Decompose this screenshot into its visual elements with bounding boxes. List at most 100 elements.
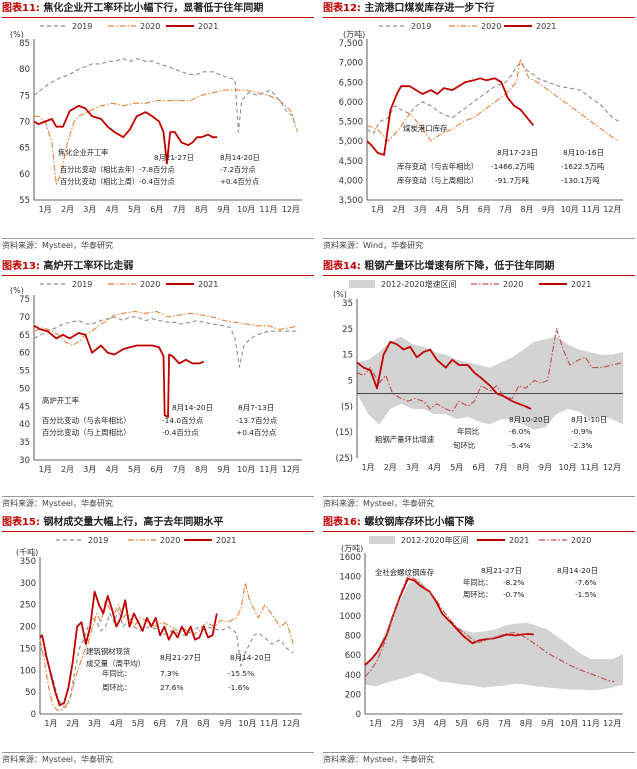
y-tick-label: 7,000 xyxy=(339,59,363,69)
annotation-period: 8月14-20日 xyxy=(220,153,260,162)
x-tick-label: 11月 xyxy=(581,463,599,472)
x-tick-label: 8月 xyxy=(197,719,210,728)
legend-label: 2021 xyxy=(509,536,529,545)
x-tick-label: 2月 xyxy=(66,719,79,728)
figure-label: 图表13: xyxy=(2,261,40,272)
annotation-val: -6.0% xyxy=(509,427,530,436)
source-note: 资料来源：Mysteel，华泰研究 xyxy=(2,499,114,508)
figure-label: 图表12: xyxy=(323,3,361,14)
x-tick-label: 4月 xyxy=(434,719,447,728)
annotation-val: -0.4百分点 xyxy=(162,428,199,437)
series-line-2020 xyxy=(356,328,624,413)
annotation-label: 全社会螺纹钢库存 xyxy=(375,568,435,577)
y-unit-label: (万吨) xyxy=(343,29,365,39)
title-rule xyxy=(2,17,314,18)
figure-label: 图表14: xyxy=(323,261,361,272)
annotation-label: 高炉开工率 xyxy=(42,396,80,405)
x-tick-label: 1月 xyxy=(369,719,382,728)
title-rule xyxy=(323,531,635,532)
y-tick-label: 0 xyxy=(356,710,361,720)
y-tick-label: 200 xyxy=(345,690,361,700)
annotation-val: -1622.5万吨 xyxy=(561,162,605,171)
annotation-row: 旬环比 xyxy=(453,441,475,450)
y-tick-label: (25) xyxy=(336,454,353,464)
x-tick-label: 8月 xyxy=(520,719,533,728)
annotation-val: -8.2% xyxy=(503,578,524,587)
x-tick-label: 5月 xyxy=(128,205,141,214)
x-tick-label: 4月 xyxy=(106,205,119,214)
x-tick-label: 4月 xyxy=(435,205,448,214)
x-tick-label: 8月 xyxy=(195,205,208,214)
annotation-val: -2.3% xyxy=(571,441,592,450)
legend-label: 2012-2020年区间 xyxy=(401,535,469,545)
x-tick-label: 1月 xyxy=(44,719,57,728)
source-rule xyxy=(323,496,635,497)
legend-label: 2020 xyxy=(160,536,180,545)
figure-label: 图表15: xyxy=(2,517,40,528)
x-tick-label: 5月 xyxy=(132,719,145,728)
annotation-period: 8月14-20日 xyxy=(230,653,271,662)
title-rule xyxy=(323,17,635,18)
x-tick-label: 3月 xyxy=(83,205,96,214)
x-tick-label: 3月 xyxy=(88,719,101,728)
y-unit-label: (%) xyxy=(333,290,347,299)
annotation-period: 8月21-27日 xyxy=(481,566,522,575)
figure-label: 图表16: xyxy=(323,517,361,528)
x-tick-label: 11月 xyxy=(582,205,600,214)
source-note: 资料来源：Mysteel，华泰研究 xyxy=(323,755,435,764)
annotation-label: 成交量（周平均） xyxy=(86,659,145,668)
y-tick-label: 80 xyxy=(19,65,30,75)
legend-label: 2019 xyxy=(72,22,92,31)
annotation-val: 27.6% xyxy=(160,683,183,692)
y-unit-label: (%) xyxy=(10,30,24,39)
annotation-row: 库存变动（与去年相比） xyxy=(397,162,478,171)
source-note: 资料来源：Mysteel，华泰研究 xyxy=(2,241,114,250)
x-tick-label: 10月 xyxy=(237,465,255,474)
legend-label: 2021 xyxy=(198,22,218,31)
y-tick-label: 75 xyxy=(19,91,30,101)
source-rule xyxy=(323,238,635,239)
x-tick-label: 7月 xyxy=(175,719,188,728)
y-tick-label: 3,500 xyxy=(339,196,363,206)
y-tick-label: 0 xyxy=(31,710,36,720)
annotation-val: 7.3% xyxy=(160,669,179,678)
x-tick-label: 11月 xyxy=(260,719,278,728)
legend-label: 2021 xyxy=(216,536,236,545)
x-tick-label: 10月 xyxy=(238,719,256,728)
x-tick-label: 12月 xyxy=(282,465,300,474)
annotation-label: 焦化企业开工率 xyxy=(58,148,108,157)
x-tick-label: 12月 xyxy=(282,719,300,728)
legend-swatch xyxy=(349,280,375,288)
title-rule xyxy=(2,275,314,276)
source-rule xyxy=(2,496,314,497)
x-tick-label: 4月 xyxy=(106,465,119,474)
annotation-val: -1.6% xyxy=(228,683,249,692)
x-tick-label: 3月 xyxy=(414,205,427,214)
y-tick-label: 200 xyxy=(20,623,36,633)
x-tick-label: 12月 xyxy=(603,719,621,728)
figure-title: 焦化企业开工率环比小幅下行，显著低于往年同期 xyxy=(43,3,264,14)
source-note: 资料来源：Mysteel，华泰研究 xyxy=(323,499,435,508)
series-line-2020 xyxy=(34,89,299,185)
annotation-label: 粗钢产量环比增速 xyxy=(375,435,435,444)
x-tick-label: 7月 xyxy=(499,205,512,214)
y-tick-label: 1400 xyxy=(339,573,361,583)
panel-14: 图表14: 粗钢产量环比增速有所下降，低于往年同期 (%) (25) (15) (5)… xyxy=(323,258,635,513)
legend-label: 2020 xyxy=(481,22,501,31)
x-tick-label: 2月 xyxy=(384,463,397,472)
x-tick-label: 10月 xyxy=(237,205,255,214)
legend-label: 2020 xyxy=(140,280,160,289)
x-tick-label: 11月 xyxy=(259,205,277,214)
x-tick-label: 1月 xyxy=(371,205,384,214)
annotation-label: 建筑钢材现货 xyxy=(86,647,130,656)
annotation-row: 百分比变动（与上周相比） xyxy=(42,428,131,437)
x-tick-label: 5月 xyxy=(128,465,141,474)
x-tick-label: 9月 xyxy=(541,719,554,728)
y-tick-label: 65 xyxy=(19,144,30,154)
annotation-val: -130.1万吨 xyxy=(561,176,600,185)
y-tick-label: 400 xyxy=(345,671,361,681)
y-tick-label: 300 xyxy=(20,579,36,589)
figure-title: 高炉开工率环比走弱 xyxy=(43,261,134,272)
annotation-val: -1466.2万吨 xyxy=(491,162,535,171)
annotation-val: -13.7百分点 xyxy=(236,416,278,425)
